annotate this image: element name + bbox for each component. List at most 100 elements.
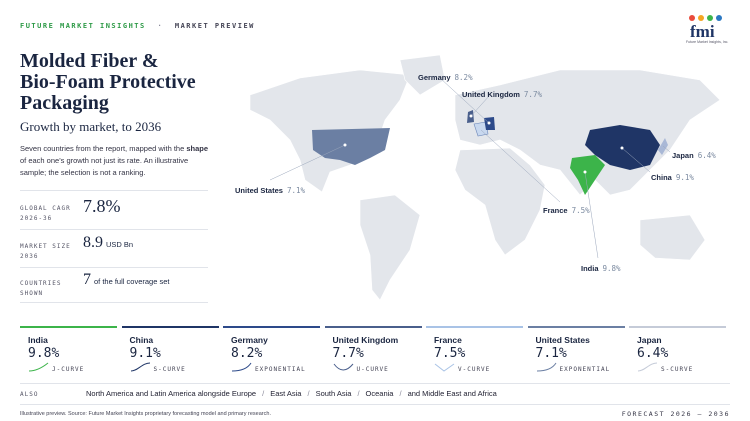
france-shape bbox=[473, 121, 489, 137]
stat: 8.9 USD Bn bbox=[83, 234, 133, 252]
label-value: 6.4% bbox=[697, 151, 716, 160]
card-country: Germany bbox=[231, 335, 268, 345]
label-value: 7.1% bbox=[286, 186, 305, 195]
also-item: and Middle East and Africa bbox=[407, 389, 497, 398]
stat-label-line: MARKET SIZE bbox=[20, 243, 71, 250]
leader-line bbox=[470, 94, 491, 117]
separator: / bbox=[262, 389, 265, 398]
also-list: North America and Latin America alongsid… bbox=[86, 389, 497, 398]
stat-value: 7 bbox=[83, 271, 91, 288]
curve-icon bbox=[536, 362, 556, 372]
logo-mark bbox=[689, 15, 722, 21]
separator: / bbox=[307, 389, 310, 398]
divider bbox=[20, 229, 208, 230]
label-name: United States bbox=[235, 186, 283, 195]
label-value: 9.1% bbox=[675, 173, 694, 182]
stat-label: GLOBAL CAGR 2026-36 bbox=[20, 204, 71, 224]
card-country: United Kingdom bbox=[332, 335, 399, 345]
divider bbox=[20, 190, 208, 191]
stat-label-line: COUNTRIES bbox=[20, 280, 62, 287]
curve-icon bbox=[231, 362, 252, 372]
forecast: FORECAST 2026 – 2036 bbox=[621, 410, 730, 418]
country-card: United States 7.1% EXPONENTIAL bbox=[527, 326, 625, 374]
card-curve: S-CURVE bbox=[153, 366, 186, 373]
country-card: Japan 6.4% S-CURVE bbox=[629, 326, 726, 374]
stat: 7 of the full coverage set bbox=[83, 271, 169, 289]
label-value: 7.5% bbox=[571, 206, 590, 215]
stat-label-line: 2036 bbox=[20, 253, 39, 260]
card-curve: EXPONENTIAL bbox=[255, 366, 306, 373]
card-curve: EXPONENTIAL bbox=[559, 366, 611, 373]
card-country: India bbox=[28, 335, 48, 345]
stat-label-line: GLOBAL CAGR bbox=[20, 205, 71, 212]
card-value: 9.1% bbox=[129, 346, 161, 361]
curve-icon bbox=[637, 362, 658, 372]
japan-shape bbox=[658, 138, 668, 155]
map-label: Japan 6.4% bbox=[672, 145, 716, 163]
brand: FUTURE MARKET INSIGHTS bbox=[20, 22, 146, 30]
country-card: China 9.1% S-CURVE bbox=[121, 326, 219, 374]
leader-line bbox=[662, 145, 671, 153]
leader-line bbox=[439, 77, 490, 124]
also-label: ALSO bbox=[20, 391, 39, 398]
title-line: Packaging bbox=[20, 92, 109, 114]
map-label: France 7.5% bbox=[543, 200, 590, 218]
label-name: Japan bbox=[672, 151, 694, 160]
curve-icon bbox=[434, 363, 455, 372]
title-line: Molded Fiber & bbox=[20, 50, 159, 72]
card-curve: S-CURVE bbox=[661, 366, 694, 373]
section: MARKET PREVIEW bbox=[174, 22, 255, 30]
label-name: Germany bbox=[418, 73, 451, 82]
text: illustrative sample; the selection is no… bbox=[20, 156, 189, 177]
separator: / bbox=[399, 389, 402, 398]
card-value: 6.4% bbox=[637, 346, 669, 361]
leader-line bbox=[621, 147, 651, 173]
australia bbox=[639, 214, 706, 261]
also-item: South Asia bbox=[315, 389, 352, 398]
africa bbox=[454, 147, 546, 256]
country-card: India 9.8% J-CURVE bbox=[20, 326, 117, 374]
greenland bbox=[399, 54, 446, 96]
stat-label: MARKET SIZE 2036 bbox=[20, 242, 71, 262]
header: FUTURE MARKET INSIGHTS · MARKET PREVIEW bbox=[20, 22, 255, 30]
stat: 7.8% bbox=[83, 196, 121, 217]
logo: fmi bbox=[690, 22, 715, 41]
india-shape bbox=[570, 155, 605, 195]
text: of each one's growth not just its rate. … bbox=[20, 156, 153, 165]
card-value: 8.2% bbox=[231, 346, 263, 361]
leader-line bbox=[269, 144, 346, 181]
stat-label-line: 2026-36 bbox=[20, 215, 53, 222]
card-country: United States bbox=[535, 335, 590, 345]
also-item: East Asia bbox=[270, 389, 302, 398]
card-value: 7.1% bbox=[535, 346, 567, 361]
eurasia bbox=[454, 69, 721, 196]
label-name: China bbox=[651, 173, 672, 182]
map-label: Germany 8.2% bbox=[418, 67, 473, 85]
label-name: France bbox=[543, 206, 568, 215]
divider bbox=[20, 267, 208, 268]
card-curve: J-CURVE bbox=[52, 366, 85, 373]
curve-icon bbox=[130, 362, 150, 372]
logo-tagline: Future Market Insights, Inc. bbox=[686, 40, 729, 44]
label-value: 9.8% bbox=[602, 264, 621, 273]
card-curve: U-CURVE bbox=[356, 366, 389, 373]
divider bbox=[20, 383, 730, 384]
south-america bbox=[359, 194, 421, 301]
leader-line bbox=[584, 171, 599, 259]
stat-unit: of the full coverage set bbox=[94, 277, 170, 286]
stat-value: 8.9 bbox=[83, 234, 103, 251]
label-value: 8.2% bbox=[454, 73, 473, 82]
curve-icon bbox=[28, 362, 49, 372]
card-value: 7.5% bbox=[434, 346, 466, 361]
title-line: Bio-Foam Protective bbox=[20, 71, 196, 93]
card-country: China bbox=[129, 335, 154, 345]
card-country: Japan bbox=[637, 335, 662, 345]
stat-label-line: SHOWN bbox=[20, 290, 44, 297]
title: Molded Fiber & Bio-Foam Protective Packa… bbox=[20, 51, 196, 114]
text: Seven countries from the report, mapped … bbox=[20, 144, 185, 153]
map-label: United States 7.1% bbox=[235, 180, 305, 198]
us-shape bbox=[312, 128, 390, 165]
separator: · bbox=[157, 22, 164, 30]
